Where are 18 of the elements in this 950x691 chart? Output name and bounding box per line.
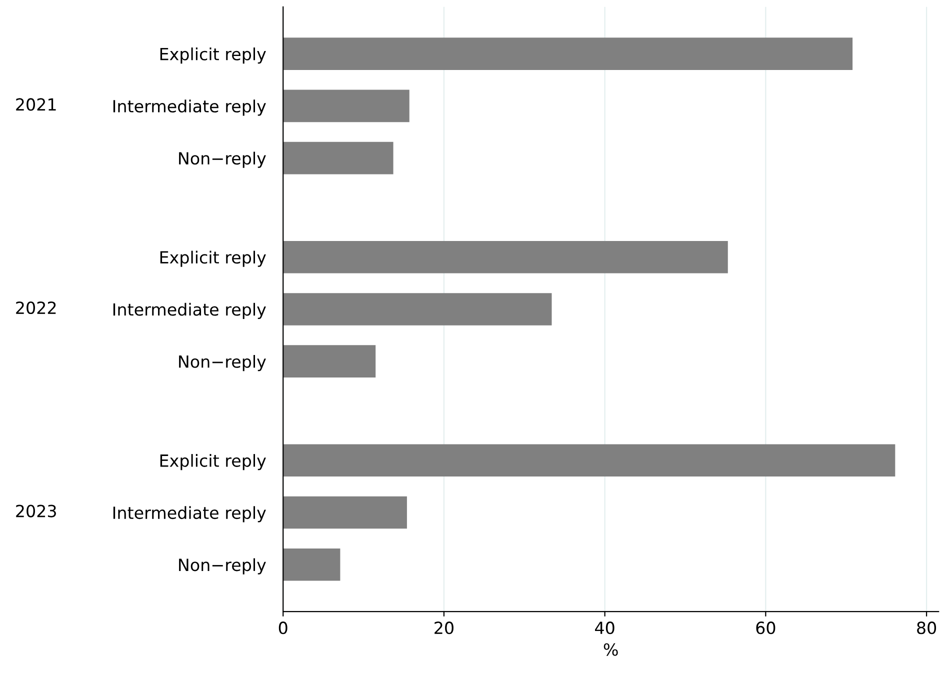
x-tick-label: 20 [434, 622, 454, 634]
text: 2022 [16, 301, 56, 314]
x-axis-title: % [604, 643, 618, 656]
x-tick-label: 0 [278, 622, 288, 634]
y-tick-label: Intermediate reply [113, 506, 266, 522]
y-tick-label: Explicit reply [160, 250, 266, 267]
y-tick-label: Explicit reply [160, 454, 266, 470]
y-tick-label: Intermediate reply [113, 302, 266, 320]
y-tick-label: Intermediate reply [113, 100, 266, 116]
y-tick-label: Non−reply [179, 152, 266, 168]
y-tick-label: Non−reply [179, 355, 266, 372]
x-tick-label: 80 [917, 622, 936, 634]
text: 2021 [16, 98, 56, 111]
x-tick-label: 60 [756, 622, 776, 634]
text: 2023 [16, 504, 56, 518]
y-tick-label: Explicit reply [160, 47, 266, 64]
y-tick-label: Non−reply [179, 558, 266, 574]
x-tick-label: 40 [595, 622, 614, 634]
